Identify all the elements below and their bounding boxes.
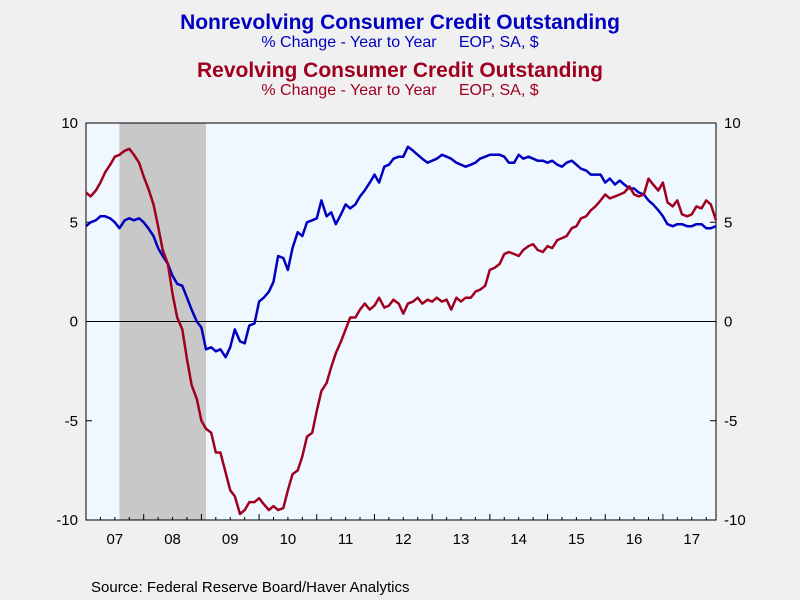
subtitle-nonrevolving: % Change - Year to Year EOP, SA, $ <box>261 34 539 51</box>
y-tick-label-right: 0 <box>724 314 732 331</box>
y-tick-label-right: 5 <box>724 214 732 231</box>
x-tick-label: 10 <box>280 531 297 548</box>
x-tick-label: 07 <box>107 531 124 548</box>
x-tick-label: 09 <box>222 531 239 548</box>
x-tick-label: 14 <box>510 531 527 548</box>
x-tick-label: 12 <box>395 531 412 548</box>
series-line-nonrevolving <box>85 145 717 359</box>
y-tick-label-left: 5 <box>70 214 78 231</box>
x-tick-label: 15 <box>568 531 585 548</box>
chart-header: Nonrevolving Consumer Credit Outstanding… <box>0 11 800 100</box>
y-tick-label-left: -10 <box>56 512 78 529</box>
source-note: Source: Federal Reserve Board/Haver Anal… <box>91 579 410 596</box>
x-tick-label: 13 <box>453 531 470 548</box>
x-tick-label: 08 <box>164 531 181 548</box>
x-tick-label: 11 <box>338 531 354 548</box>
y-tick-label-right: 10 <box>724 115 741 132</box>
y-tick-label-left: 0 <box>70 314 78 331</box>
x-tick-label: 17 <box>683 531 700 548</box>
y-tick-label-right: -5 <box>724 413 737 430</box>
y-tick-label-left: -5 <box>65 413 78 430</box>
title-nonrevolving: Nonrevolving Consumer Credit Outstanding <box>180 11 620 34</box>
title-revolving: Revolving Consumer Credit Outstanding <box>196 59 604 82</box>
y-tick-label-right: -10 <box>724 512 746 529</box>
y-tick-label-left: 10 <box>61 115 78 132</box>
x-tick-label: 16 <box>626 531 643 548</box>
series-line-revolving <box>85 147 718 516</box>
subtitle-revolving: % Change - Year to Year EOP, SA, $ <box>261 82 539 99</box>
